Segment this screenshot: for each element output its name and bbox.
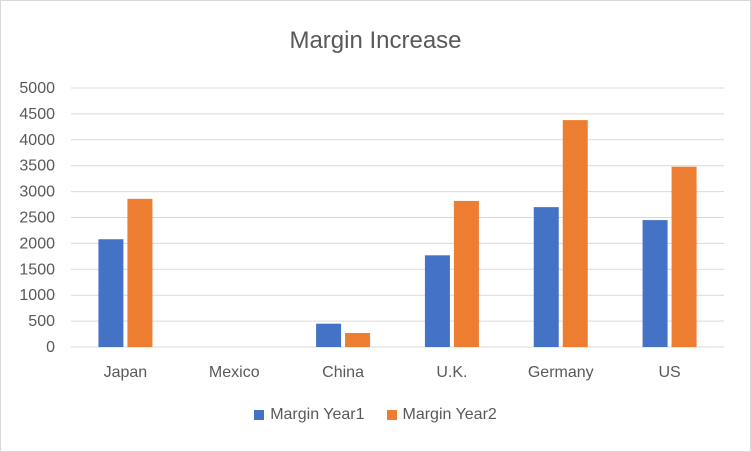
chart-title: Margin Increase xyxy=(289,27,462,54)
legend-swatch-series-2 xyxy=(386,410,397,420)
y-tick-label: 3000 xyxy=(19,184,55,201)
bar-china-series-1 xyxy=(316,323,342,347)
x-tick-label: Japan xyxy=(104,364,148,381)
bar-u-k--series-2 xyxy=(453,200,479,347)
bar-us-series-1 xyxy=(642,220,668,347)
legend: Margin Year1 Margin Year2 xyxy=(1,406,750,424)
y-tick-label: 500 xyxy=(28,313,55,330)
y-tick-label: 5000 xyxy=(19,80,55,97)
x-tick-label: Mexico xyxy=(209,364,260,381)
legend-item-series-1: Margin Year1 xyxy=(254,406,365,424)
y-tick-label: 0 xyxy=(46,339,55,356)
bar-germany-series-1 xyxy=(533,207,559,347)
bar-u-k--series-1 xyxy=(424,255,450,347)
x-tick-label: US xyxy=(658,364,680,381)
y-tick-label: 2000 xyxy=(19,235,55,252)
legend-item-series-2: Margin Year2 xyxy=(386,406,497,424)
x-tick-label: Germany xyxy=(528,364,594,381)
bar-china-series-2 xyxy=(345,333,371,347)
y-tick-label: 3500 xyxy=(19,158,55,175)
bar-us-series-2 xyxy=(671,166,697,347)
legend-swatch-series-1 xyxy=(254,410,265,420)
y-tick-label: 1500 xyxy=(19,261,55,278)
y-tick-label: 4000 xyxy=(19,132,55,149)
bar-japan-series-2 xyxy=(127,198,153,347)
y-tick-label: 4500 xyxy=(19,106,55,123)
legend-label-series-2: Margin Year2 xyxy=(402,406,497,423)
x-tick-label: China xyxy=(322,364,364,381)
legend-label-series-1: Margin Year1 xyxy=(270,406,365,423)
bar-germany-series-2 xyxy=(562,120,588,347)
x-tick-label: U.K. xyxy=(436,364,467,381)
y-tick-label: 2500 xyxy=(19,210,55,227)
bar-japan-series-1 xyxy=(98,239,124,347)
y-tick-label: 1000 xyxy=(19,287,55,304)
